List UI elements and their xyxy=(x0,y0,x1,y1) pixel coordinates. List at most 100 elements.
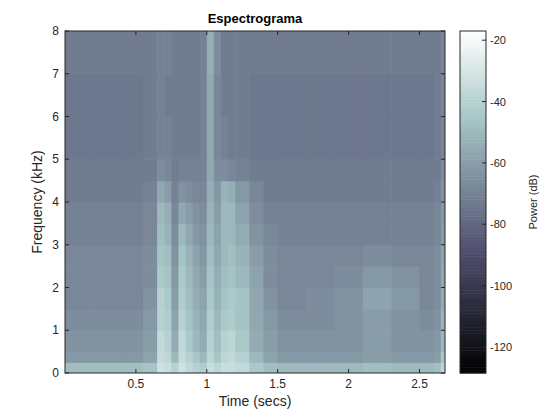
cell xyxy=(193,181,201,203)
cell xyxy=(214,245,222,267)
cell xyxy=(193,362,201,373)
cell xyxy=(122,223,144,245)
colorbar-slice xyxy=(460,165,486,168)
cell xyxy=(249,362,264,373)
cell xyxy=(157,288,165,310)
cell xyxy=(278,181,307,203)
cell xyxy=(419,159,434,181)
colorbar-slice xyxy=(460,159,486,162)
cell xyxy=(235,74,250,117)
colorbar-tick xyxy=(482,40,486,41)
cell xyxy=(235,223,250,245)
cell xyxy=(186,309,194,331)
y-tick-label: 1 xyxy=(52,323,59,337)
cell xyxy=(334,181,363,203)
cell xyxy=(143,202,158,224)
cell xyxy=(186,352,194,363)
cell xyxy=(65,266,94,288)
cell xyxy=(264,288,279,310)
colorbar-slice xyxy=(460,339,486,342)
cell xyxy=(334,266,363,288)
colorbar-slice xyxy=(460,179,486,182)
cell xyxy=(391,159,420,181)
colorbar-slice xyxy=(460,262,486,265)
cell xyxy=(65,362,94,373)
cell xyxy=(200,117,208,160)
colorbar-slice xyxy=(460,191,486,194)
cell xyxy=(264,266,279,288)
cell xyxy=(143,288,158,310)
colorbar-slice xyxy=(460,330,486,333)
cell xyxy=(164,31,172,74)
cell xyxy=(143,74,158,117)
cell xyxy=(157,362,165,373)
cell xyxy=(93,223,122,245)
colorbar-slice xyxy=(460,319,486,322)
cell xyxy=(214,223,222,245)
cell xyxy=(157,159,165,181)
colorbar-slice xyxy=(460,108,486,111)
cell xyxy=(143,223,158,245)
cell xyxy=(264,159,279,181)
cell xyxy=(157,117,165,160)
cell xyxy=(235,362,250,373)
cell xyxy=(65,352,94,363)
cell xyxy=(235,159,250,181)
cell xyxy=(122,352,144,363)
cell xyxy=(334,309,363,331)
cell xyxy=(193,309,201,331)
colorbar-slice xyxy=(460,250,486,253)
colorbar-tick xyxy=(482,101,486,102)
y-tick xyxy=(441,159,445,160)
cell xyxy=(334,288,363,310)
cell xyxy=(235,245,250,267)
cell xyxy=(200,74,208,117)
cell xyxy=(186,223,194,245)
cell xyxy=(221,117,229,160)
cell xyxy=(65,31,94,74)
cell xyxy=(122,245,144,267)
cell xyxy=(164,330,172,352)
cell xyxy=(171,330,179,352)
cell xyxy=(178,202,186,224)
cell xyxy=(171,74,179,117)
cell xyxy=(278,74,307,117)
cell xyxy=(249,245,264,267)
colorbar-tick-label: -80 xyxy=(490,218,506,230)
cell xyxy=(93,245,122,267)
colorbar-slice xyxy=(460,119,486,122)
colorbar-slice xyxy=(460,265,486,268)
cell xyxy=(122,362,144,373)
cell xyxy=(186,362,194,373)
cell xyxy=(391,309,420,331)
cell xyxy=(419,266,434,288)
cell xyxy=(214,159,222,181)
colorbar-slice xyxy=(460,88,486,91)
colorbar-slice xyxy=(460,276,486,279)
cell xyxy=(122,117,144,160)
colorbar-slice xyxy=(460,347,486,350)
cell xyxy=(65,309,94,331)
colorbar-slice xyxy=(460,233,486,236)
cell xyxy=(306,245,335,267)
cell xyxy=(391,288,420,310)
cell xyxy=(93,362,122,373)
colorbar-slice xyxy=(460,122,486,125)
cell xyxy=(434,159,442,181)
colorbar-slice xyxy=(460,336,486,339)
cell xyxy=(391,266,420,288)
colorbar-slice xyxy=(460,350,486,353)
cell xyxy=(278,31,307,74)
cell xyxy=(278,309,307,331)
colorbar-slice xyxy=(460,91,486,94)
colorbar-slice xyxy=(460,316,486,319)
cell xyxy=(207,31,215,74)
cell xyxy=(306,266,335,288)
colorbar-slice xyxy=(460,154,486,157)
cell xyxy=(249,159,264,181)
cell xyxy=(363,266,392,288)
cell xyxy=(178,117,186,160)
cell xyxy=(200,31,208,74)
cell xyxy=(441,159,445,181)
cell xyxy=(186,159,194,181)
